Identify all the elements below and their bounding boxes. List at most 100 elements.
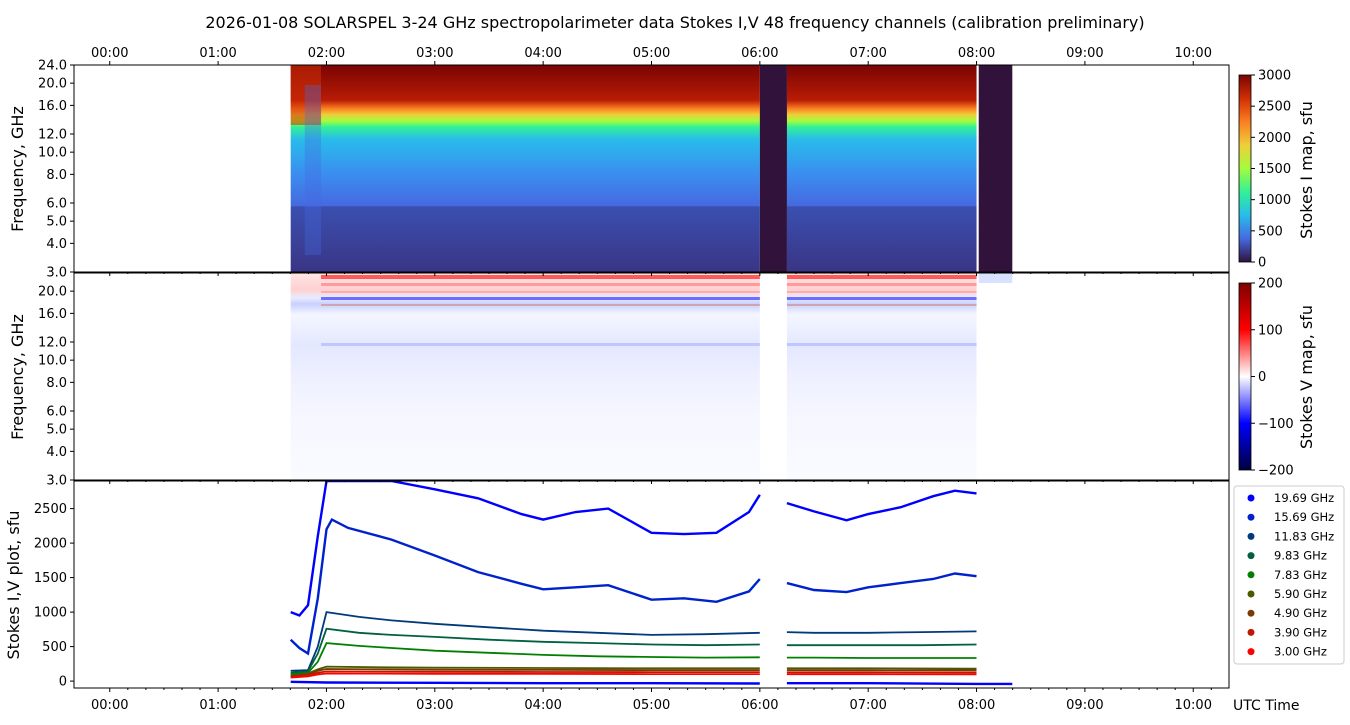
- y-tick-label: 4.0: [46, 237, 67, 252]
- legend-entry: 9.83 GHz: [1274, 549, 1327, 563]
- series-4-90-GHz: [290, 668, 760, 678]
- series-11-83-GHz: [786, 630, 977, 634]
- stokes-v-band: [786, 304, 977, 306]
- colorbar-tick-label: 3000: [1258, 69, 1291, 84]
- stokes-v-band: [321, 343, 760, 346]
- stokes-i-colorbar: 0 500 1000 1500 2000 2500 3000: [1238, 69, 1291, 271]
- legend-entry: 19.69 GHz: [1274, 491, 1334, 505]
- legend-marker: [1247, 628, 1255, 636]
- stokes-i-heatmap-segment: [786, 65, 977, 272]
- y-tick-label: 4.0: [46, 445, 67, 460]
- bottom-x-tick-label: 02:00: [308, 698, 345, 713]
- y-tick-label: 0: [59, 675, 67, 690]
- stokes-i-flare-onset: [290, 65, 322, 125]
- legend-marker: [1247, 590, 1255, 598]
- series-3-00-GHz: [290, 672, 760, 679]
- stokes-v-band: [786, 283, 977, 286]
- colorbar-tick-label: 100: [1258, 323, 1283, 338]
- legend-marker: [1247, 494, 1255, 502]
- top-x-tick-label: 04:00: [524, 46, 561, 61]
- top-x-tick-label: 01:00: [199, 46, 236, 61]
- colorbar-tick-label: −100: [1258, 417, 1294, 432]
- stokes-v-band: [786, 343, 977, 346]
- stokes-v-series: [290, 680, 760, 685]
- legend-entry: 4.90 GHz: [1274, 606, 1327, 620]
- bottom-x-tick-label: 05:00: [633, 698, 670, 713]
- legend: 19.69 GHz 15.69 GHz 11.83 GHz 9.83 GHz 7.83 …: [1233, 485, 1345, 665]
- y-tick-label: 10.0: [38, 354, 67, 369]
- colorbar-tick-label: 1500: [1258, 162, 1291, 177]
- panel3-ylabel: Stokes I,V plot, sfu: [4, 511, 23, 660]
- legend-entry: 11.83 GHz: [1274, 529, 1334, 543]
- stokes-i-data-gap: [759, 65, 787, 272]
- colorbar-tick-label: 500: [1258, 224, 1283, 239]
- colorbar-tick-label: −200: [1258, 464, 1294, 479]
- legend-entry: 3.90 GHz: [1274, 625, 1327, 639]
- bottom-x-tick-label: 04:00: [524, 698, 561, 713]
- colorbar-rect: [1238, 74, 1252, 263]
- legend-entry: 3.00 GHz: [1274, 645, 1327, 659]
- stokes-v-heatmap-segment: [786, 273, 977, 480]
- legend-box: [1233, 485, 1345, 665]
- legend-entry: 5.90 GHz: [1274, 587, 1327, 601]
- stokes-v-band: [321, 297, 760, 300]
- stokes-i-data-gap: [978, 65, 1013, 272]
- y-tick-label: 16.0: [38, 307, 67, 322]
- figure-title: 2026-01-08 SOLARSPEL 3-24 GHz spectropol…: [205, 13, 1144, 32]
- stokes-iv-plot-panel: [289, 481, 1013, 686]
- cbar1-label: Stokes I map, sfu: [1297, 101, 1316, 239]
- bottom-x-tick-label: 09:00: [1066, 698, 1103, 713]
- top-x-tick-label: 07:00: [849, 46, 886, 61]
- legend-marker: [1247, 609, 1255, 617]
- y-tick-label: 24.0: [38, 59, 67, 74]
- series-9-83-GHz: [786, 643, 977, 647]
- colorbar-tick-label: 0: [1258, 256, 1266, 271]
- bottom-x-tick-label: 01:00: [199, 698, 236, 713]
- y-tick-label: 12.0: [38, 128, 67, 143]
- stokes-v-band: [321, 291, 760, 293]
- bottom-x-tick-label: 08:00: [958, 698, 995, 713]
- stokes-v-band: [321, 304, 760, 306]
- top-x-tick-label: 02:00: [308, 46, 345, 61]
- stokes-v-panel: [290, 273, 1013, 480]
- stokes-v-band: [321, 275, 760, 279]
- colorbar-rect: [1238, 282, 1252, 471]
- legend-marker: [1247, 513, 1255, 521]
- panel2-ylabel: Frequency, GHz: [8, 314, 27, 440]
- stokes-i-flare-column: [304, 85, 322, 255]
- y-tick-label: 2500: [34, 502, 67, 517]
- bottom-x-tick-label: 10:00: [1175, 698, 1212, 713]
- bottom-x-tick-label: 06:00: [741, 698, 778, 713]
- stokes-i-heatmap-segment: [290, 65, 760, 272]
- axes-1: 3.0 4.0 5.0 6.0 8.0 10.0 12.0 16.0 20.0 24.0: [38, 59, 1230, 281]
- series-15-69-GHz: [786, 572, 977, 594]
- y-tick-label: 12.0: [38, 336, 67, 351]
- legend-marker: [1247, 571, 1255, 579]
- y-tick-label: 10.0: [38, 146, 67, 161]
- series-11-83-GHz: [290, 611, 760, 672]
- colorbar-tick-label: 1000: [1258, 193, 1291, 208]
- stokes-v-colorbar: 200 100 0 −100 −200: [1238, 277, 1294, 479]
- series-19-69-GHz: [786, 489, 977, 522]
- legend-marker: [1247, 648, 1255, 656]
- top-x-tick-label: 06:00: [741, 46, 778, 61]
- bottom-x-tick-label: 03:00: [416, 698, 453, 713]
- top-x-tick-label: 10:00: [1175, 46, 1212, 61]
- stokes-v-series: [786, 682, 1013, 686]
- top-x-tick-label: 03:00: [416, 46, 453, 61]
- stokes-v-tail: [978, 273, 1013, 283]
- stokes-v-band: [786, 297, 977, 300]
- y-tick-label: 500: [42, 640, 67, 655]
- series-9-83-GHz: [290, 627, 760, 674]
- colorbar-tick-label: 0: [1258, 370, 1266, 385]
- series-15-69-GHz: [289, 518, 761, 656]
- plot-series-group: [289, 481, 1013, 686]
- y-tick-label: 20.0: [38, 77, 67, 92]
- x-tick-labels: 00:00 01:00 02:00 03:00 04:00 05:00 06:00 07:00…: [91, 46, 1212, 713]
- y-tick-label: 20.0: [38, 285, 67, 300]
- y-tick-label: 5.0: [46, 423, 67, 438]
- y-tick-label: 2000: [34, 537, 67, 552]
- legend-marker: [1247, 552, 1255, 560]
- legend-marker: [1247, 532, 1255, 540]
- colorbar-tick-label: 2500: [1258, 100, 1291, 115]
